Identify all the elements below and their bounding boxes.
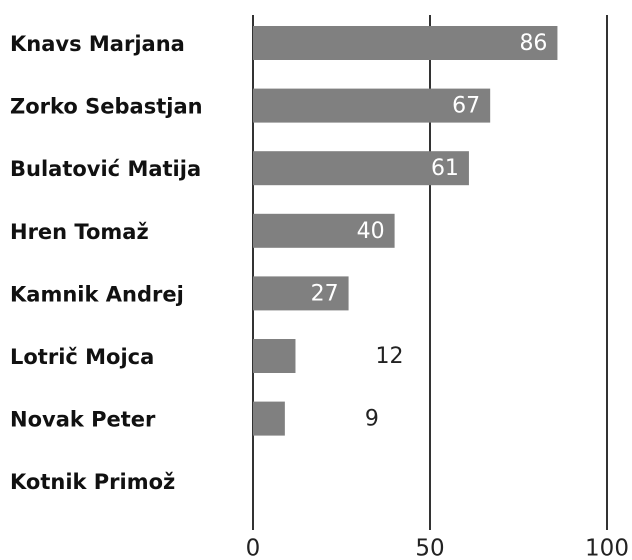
category-label: Lotrič Mojca (10, 345, 154, 369)
bar (253, 276, 349, 311)
x-tick-label: 0 (246, 536, 261, 560)
category-label: Kamnik Andrej (10, 282, 184, 306)
data-label: 9 (365, 407, 379, 432)
category-label: Zorko Sebastjan (10, 95, 203, 119)
x-tick-label: 100 (585, 536, 629, 560)
data-label: 86 (519, 31, 547, 56)
bar (253, 339, 296, 373)
data-label: 61 (431, 156, 459, 181)
category-label: Bulatović Matija (10, 157, 201, 181)
category-label: Knavs Marjana (10, 32, 185, 56)
category-label: Hren Tomaž (10, 220, 149, 244)
bar (253, 88, 491, 123)
data-label: 40 (357, 219, 385, 244)
data-label: 27 (311, 281, 339, 306)
data-label: 12 (375, 344, 403, 369)
category-label: Novak Peter (10, 408, 156, 432)
x-tick-label: 50 (415, 536, 444, 560)
bar (253, 213, 395, 248)
category-label: Kotnik Primož (10, 470, 175, 494)
bar (253, 401, 285, 436)
bar (253, 26, 558, 60)
bar (253, 151, 469, 186)
data-label: 67 (452, 94, 480, 119)
